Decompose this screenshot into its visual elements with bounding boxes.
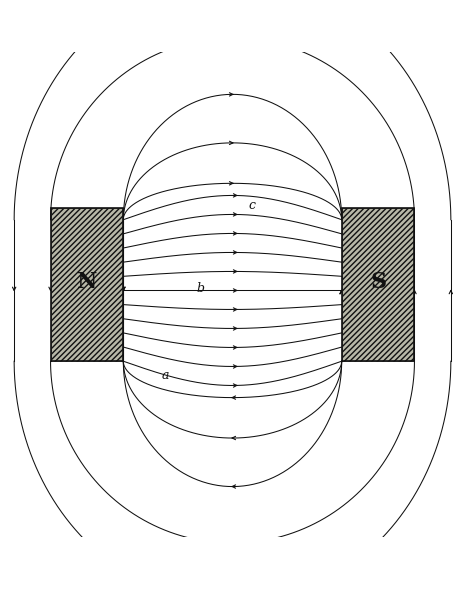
Bar (51, 207, 123, 361)
Text: c: c (249, 198, 256, 211)
Text: a: a (162, 369, 169, 382)
Text: b: b (196, 282, 204, 295)
Bar (342, 207, 414, 361)
Bar (342, 207, 414, 361)
Text: N: N (77, 272, 97, 293)
Text: S: S (370, 272, 386, 293)
Bar (51, 207, 123, 361)
